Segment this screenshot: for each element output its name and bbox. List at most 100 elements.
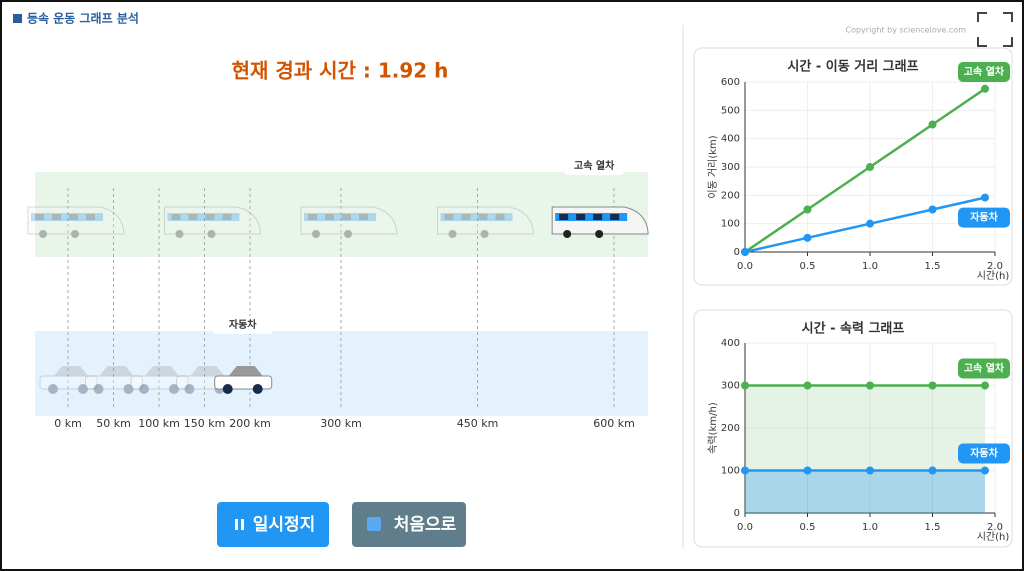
- y-tick-label: 0: [734, 508, 740, 519]
- y-axis-label: 이동 거리(km): [707, 135, 719, 198]
- point: [803, 381, 812, 390]
- train: [27, 206, 125, 238]
- x-tick-label: 1.0: [862, 522, 878, 533]
- x-axis-label: 시간(h): [977, 270, 1010, 282]
- point: [803, 466, 812, 475]
- wheel: [93, 384, 104, 394]
- train-window: [342, 214, 351, 220]
- chart-title: 시간 - 속력 그래프: [802, 321, 905, 337]
- y-axis-label: 속력(km/h): [707, 402, 719, 454]
- wheel: [169, 384, 179, 394]
- area: [745, 385, 985, 513]
- legend-label: 자동차: [970, 211, 998, 224]
- x-tick-label: 0.5: [800, 261, 816, 272]
- point: [928, 205, 937, 214]
- wheel: [563, 230, 572, 238]
- wheel: [39, 230, 47, 238]
- x-tick-label: 2.0: [987, 522, 1003, 533]
- train-window: [495, 214, 505, 220]
- x-axis-label: 시간(h): [977, 531, 1010, 543]
- train-window: [576, 214, 586, 220]
- car-roof: [145, 366, 179, 376]
- point: [981, 84, 989, 93]
- point: [803, 205, 812, 214]
- train-window: [222, 214, 232, 220]
- legend-label: 고속 열차: [964, 362, 1005, 375]
- elapsed-time: 현재 경과 시간 : 1.92 h: [232, 59, 449, 83]
- wheel: [139, 384, 149, 394]
- train-window: [461, 214, 471, 220]
- x-tick-label: 1.0: [862, 261, 878, 272]
- train-body: [164, 206, 262, 235]
- train-window: [188, 214, 198, 220]
- y-tick-label: 200: [721, 423, 740, 434]
- train-window: [444, 214, 454, 220]
- train: [437, 206, 535, 238]
- train-window: [86, 214, 95, 220]
- pause-button[interactable]: 일시정지: [217, 502, 329, 547]
- train-window: [593, 214, 603, 220]
- point: [803, 233, 812, 242]
- wheel: [480, 230, 489, 238]
- distance-label: 150 km: [184, 417, 226, 430]
- train: [164, 206, 262, 238]
- legend-label: 자동차: [970, 447, 998, 460]
- point: [741, 466, 749, 475]
- train-body: [27, 206, 125, 235]
- train-window: [205, 214, 215, 220]
- train-window: [69, 214, 78, 220]
- x-tick-label: 0.0: [737, 261, 753, 272]
- legend-badge: [958, 62, 1010, 82]
- train: [551, 206, 649, 238]
- train-window: [359, 214, 368, 220]
- y-tick-label: 300: [721, 381, 740, 392]
- x-tick-label: 1.5: [925, 522, 941, 533]
- car: [214, 366, 273, 394]
- car-body: [85, 375, 143, 390]
- distance-label: 450 km: [457, 417, 499, 430]
- y-tick-label: 300: [721, 162, 740, 173]
- point: [981, 466, 989, 475]
- wheel: [175, 230, 184, 238]
- train-stripe: [440, 213, 513, 221]
- point: [928, 466, 937, 475]
- train-stripe: [167, 213, 240, 221]
- x-tick-label: 0.0: [737, 522, 753, 533]
- legend-label: 고속 열차: [964, 65, 1005, 78]
- x-tick-label: 2.0: [987, 261, 1003, 272]
- point: [866, 381, 874, 390]
- wheel: [252, 384, 263, 394]
- wheel: [207, 230, 216, 238]
- distance-label: 300 km: [320, 417, 362, 430]
- point: [981, 193, 989, 202]
- vehicle-tag-label: 자동차: [229, 318, 257, 331]
- wheel: [48, 384, 58, 394]
- train-body: [300, 206, 398, 235]
- point: [928, 120, 937, 129]
- y-tick-label: 500: [721, 105, 740, 116]
- copyright: Copyright by sciencelove.com: [846, 26, 967, 35]
- train-window: [35, 214, 44, 220]
- car-body: [39, 375, 98, 390]
- vehicle-tag: [212, 316, 273, 334]
- car-body: [130, 375, 189, 390]
- app-title: 등속 운동 그래프 분석: [27, 11, 139, 26]
- y-tick-label: 400: [721, 134, 740, 145]
- wheel: [184, 384, 195, 394]
- x-tick-label: 0.5: [800, 522, 816, 533]
- car: [130, 366, 189, 394]
- reset-button[interactable]: 처음으로: [352, 502, 466, 547]
- y-tick-label: 600: [721, 77, 740, 88]
- car-roof: [99, 366, 134, 376]
- car: [85, 366, 143, 394]
- train-window: [478, 214, 488, 220]
- train-window: [171, 214, 181, 220]
- train-window: [325, 214, 334, 220]
- wheel: [123, 384, 134, 394]
- wheel: [222, 384, 233, 394]
- distance-label: 100 km: [138, 417, 180, 430]
- legend-badge: [958, 443, 1010, 464]
- fullscreen-button[interactable]: [977, 12, 1013, 47]
- reset-button-bg: [352, 502, 466, 547]
